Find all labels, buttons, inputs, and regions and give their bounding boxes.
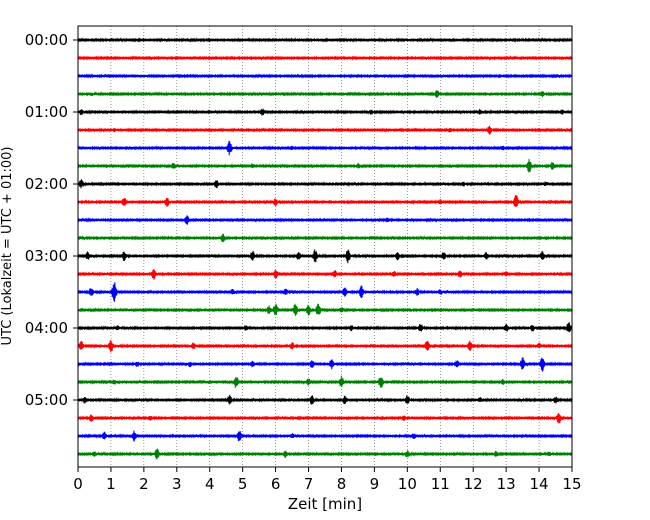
x-tick-label: 7 [304,475,314,493]
y-tick-label: 04:00 [25,319,68,337]
x-tick-label: 4 [205,475,215,493]
x-axis-ticks: 0 1 2 3 4 5 6 7 8 9 10 11 12 13 14 15 [73,467,582,493]
plot-area-frame [77,25,573,468]
x-tick-label: 1 [106,475,116,493]
x-tick-label: 0 [73,475,83,493]
x-tick-label: 9 [370,475,380,493]
x-tick-label: 11 [431,475,450,493]
y-tick-label: 01:00 [25,103,68,121]
x-tick-label: 2 [139,475,149,493]
x-axis-label: Zeit [min] [288,495,362,513]
y-tick-label: 02:00 [25,175,68,193]
y-tick-label: 03:00 [25,247,68,265]
x-tick-label: 15 [562,475,581,493]
x-tick-label: 8 [337,475,347,493]
x-tick-label: 3 [172,475,182,493]
y-tick-label: 00:00 [25,31,68,49]
x-tick-label: 12 [464,475,483,493]
x-tick-label: 6 [271,475,281,493]
x-tick-label: 5 [238,475,248,493]
y-tick-label: 05:00 [25,391,68,409]
x-tick-label: 13 [497,475,516,493]
seismic-traces [77,37,573,460]
y-axis-ticks: 00:00 01:00 02:00 03:00 04:00 05:00 [25,31,78,409]
x-tick-label: 10 [398,475,417,493]
x-tick-label: 14 [530,475,549,493]
y-axis-label: UTC (Lokalzeit = UTC + 01:00) [0,147,15,346]
